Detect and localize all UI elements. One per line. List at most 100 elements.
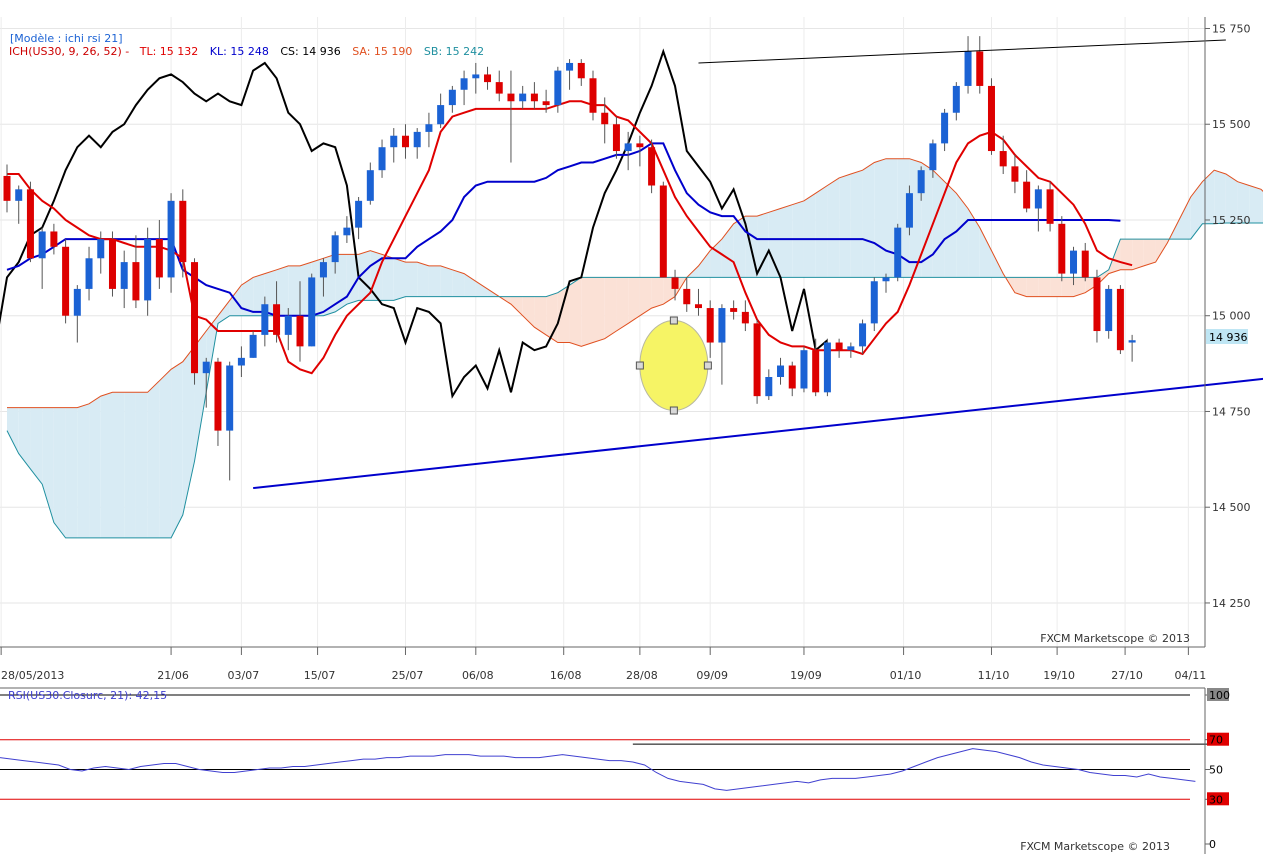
candle-body-up [847, 346, 855, 351]
candle-body-down [273, 304, 281, 335]
cloud-segment [288, 265, 300, 316]
candle-body-down [401, 135, 409, 148]
x-tick-label: 27/10 [1111, 669, 1143, 682]
cloud-segment [1038, 277, 1051, 297]
candle-body-down [976, 51, 984, 86]
candle-body-down [788, 365, 796, 389]
candle-body-down [835, 342, 843, 351]
candle-body-up [437, 105, 445, 125]
candle-body-up [1128, 340, 1136, 343]
highlight-ellipse[interactable] [635, 316, 712, 415]
cloud-segment [639, 277, 652, 316]
candle-body-down [659, 185, 667, 278]
ellipse-handle[interactable] [635, 361, 644, 370]
candle-body-down [62, 246, 70, 316]
candle-body-up [319, 262, 327, 278]
candle-body-down [812, 350, 820, 393]
candlesticks [3, 36, 1136, 481]
candle-body-up [800, 350, 808, 389]
rsi-tick-tag [1207, 688, 1229, 701]
x-tick-label: 11/10 [978, 669, 1010, 682]
cloud-segment [100, 392, 113, 538]
trendlines[interactable] [253, 39, 1263, 490]
candle-body-down [730, 308, 738, 312]
sb-value: SB: 15 242 [424, 45, 484, 58]
candle-body-up [97, 239, 105, 259]
candle-body-down [542, 101, 550, 106]
candle-body-up [38, 231, 46, 259]
cs-value: CS: 14 936 [280, 45, 340, 58]
candle-body-down [1081, 250, 1089, 278]
candle-body-up [425, 124, 433, 132]
cloud-segment [217, 300, 230, 324]
cloud-segment [593, 277, 605, 343]
cloud-segment [53, 407, 66, 538]
cloud-segment [42, 407, 54, 523]
candle-body-down [741, 311, 749, 324]
highlight-ellipse-shape[interactable] [639, 320, 709, 412]
cloud-segment [1249, 185, 1262, 224]
candle-body-up [249, 334, 257, 358]
cloud-segment [956, 193, 969, 278]
candle-body-up [905, 193, 913, 228]
cloud-segment [77, 403, 90, 538]
candle-body-down [26, 189, 34, 259]
cloud-segment [7, 407, 19, 454]
candle-body-down [1093, 277, 1101, 332]
main-copyright: FXCM Marketscope © 2013 [1040, 632, 1190, 645]
cloud-segment [1179, 197, 1191, 240]
resistance-trendline[interactable] [698, 39, 1226, 64]
cloud-segment [839, 174, 851, 278]
candle-body-down [612, 124, 620, 152]
main-price-panel[interactable]: 15 750 15 500 15 250 15 000 14 750 14 500 14 2… [0, 17, 1263, 682]
candle-body-down [1058, 223, 1066, 274]
tl-value: TL: 15 132 [139, 45, 199, 58]
candle-body-up [952, 85, 960, 113]
cloud-segment [757, 212, 769, 278]
candle-body-down [1046, 189, 1054, 224]
rsi-tick-label: 100 [1209, 689, 1230, 702]
rsi-copyright: FXCM Marketscope © 2013 [1020, 840, 1170, 853]
cloud-segment [1214, 170, 1226, 224]
main-y-axis: 15 750 15 500 15 250 15 000 14 750 14 500 14 2… [1205, 22, 1251, 610]
candle-body-down [484, 74, 492, 83]
support-trendline[interactable] [253, 327, 1263, 490]
cloud-segment [112, 392, 125, 538]
rsi-y-axis: 100 70 50 30 0 [1205, 688, 1230, 851]
candle-body-up [261, 304, 269, 335]
cloud-segment [733, 216, 746, 278]
candle-body-down [648, 147, 656, 186]
ellipse-handle[interactable] [703, 361, 712, 370]
candle-body-down [671, 277, 679, 289]
candle-body-up [554, 70, 562, 106]
cloud-segment [135, 392, 148, 538]
cloud-segment [979, 227, 992, 278]
model-label: [Modèle : ichi rsi 21] [10, 32, 123, 45]
ellipse-handle[interactable] [669, 316, 678, 325]
x-tick-label: 19/10 [1043, 669, 1075, 682]
rsi-tick-label: 50 [1209, 764, 1223, 777]
chikou-span-line [0, 48, 829, 399]
rsi-label: RSI(US30.Closurc, 21): 42,15 [8, 689, 167, 702]
y-tick-label: 15 250 [1212, 214, 1251, 227]
y-tick-label: 15 750 [1212, 22, 1251, 35]
candle-body-up [777, 365, 785, 377]
candle-body-down [50, 231, 58, 247]
ellipse-handle[interactable] [669, 406, 678, 415]
x-tick-label: 04/11 [1175, 669, 1207, 682]
candle-body-up [1105, 288, 1113, 332]
cloud-segment [1014, 277, 1027, 297]
cloud-segment [581, 277, 593, 347]
candle-body-up [448, 89, 456, 106]
cloud-segment [428, 265, 441, 297]
cloud-segment [815, 185, 828, 278]
rsi-tick-label: 0 [1209, 838, 1216, 851]
y-tick-label: 15 000 [1212, 310, 1251, 323]
y-tick-label: 14 500 [1212, 501, 1251, 514]
sa-value: SA: 15 190 [352, 45, 412, 58]
cloud-segment [616, 277, 629, 332]
candle-body-down [3, 175, 11, 201]
x-tick-label: 16/08 [550, 669, 582, 682]
